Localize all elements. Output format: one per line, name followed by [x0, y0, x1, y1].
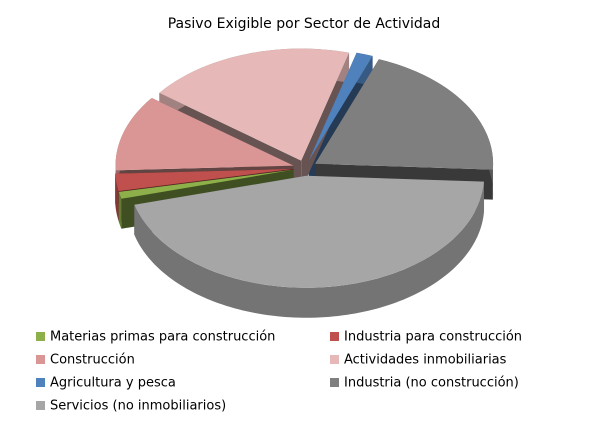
slice	[315, 59, 494, 170]
chart-title: Pasivo Exigible por Sector de Actividad	[168, 16, 441, 32]
slice-side	[301, 52, 350, 191]
legend-swatch	[36, 332, 45, 341]
slice	[134, 175, 485, 288]
pie-tops	[115, 48, 494, 288]
legend-swatch	[330, 332, 339, 341]
legend-label: Agricultura y pesca	[50, 376, 176, 391]
legend-swatch	[36, 378, 45, 387]
legend-swatch	[36, 401, 45, 410]
slice	[159, 48, 350, 161]
slice-wall	[134, 181, 485, 318]
legend-label: Servicios (no inmobiliarios)	[50, 399, 226, 414]
slice-wall	[118, 191, 122, 229]
legend-swatch	[330, 378, 339, 387]
slice	[115, 97, 294, 171]
legend-label: Industria para construcción	[344, 330, 522, 345]
legend-swatch	[330, 355, 339, 364]
legend: Materias primas para construcción Industr…	[36, 330, 522, 414]
legend-label: Actividades inmobiliarias	[344, 353, 507, 368]
slice	[118, 169, 294, 199]
legend-label: Materias primas para construcción	[50, 330, 275, 345]
slice	[115, 168, 294, 192]
slice	[308, 52, 373, 161]
legend-swatch	[36, 355, 45, 364]
legend-label: Construcción	[50, 353, 135, 368]
legend-label: Industria (no construcción)	[344, 376, 519, 391]
slice-wall	[115, 173, 119, 222]
